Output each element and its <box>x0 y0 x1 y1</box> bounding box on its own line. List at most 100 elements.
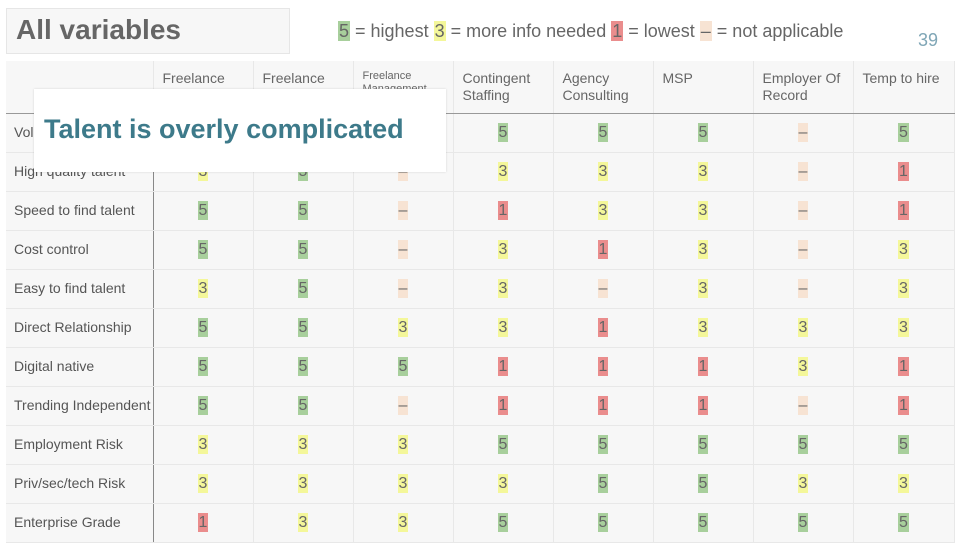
rating-cell: 3 <box>653 269 754 309</box>
rating-cell: 5 <box>253 347 354 387</box>
rating-chip: 3 <box>297 474 309 493</box>
table-row: Cost control 5 5 – 3 1 3 – 3 <box>6 230 955 270</box>
table-row: Easy to find talent 3 5 – 3 – 3 – 3 <box>6 269 955 309</box>
rating-cell: 3 <box>853 464 955 504</box>
table-row: Employment Risk 3 3 3 5 5 5 5 5 <box>6 425 955 465</box>
rating-cell: 5 <box>753 425 854 465</box>
rating-chip: 5 <box>797 513 809 532</box>
rating-cell: 3 <box>753 308 854 348</box>
column-header: Employer Of Record <box>753 61 854 114</box>
rating-cell: 3 <box>353 425 454 465</box>
rating-cell: 3 <box>353 308 454 348</box>
rating-chip: 1 <box>597 357 609 376</box>
rating-cell: 1 <box>853 347 955 387</box>
column-header: Agency Consulting <box>553 61 654 114</box>
table-row: Priv/sec/tech Risk 3 3 3 3 5 5 3 3 <box>6 464 955 504</box>
rating-cell: 1 <box>453 386 554 426</box>
rating-chip: 3 <box>597 201 609 220</box>
title-box <box>6 8 290 54</box>
rating-chip: 5 <box>597 513 609 532</box>
rating-cell: 3 <box>353 464 454 504</box>
rating-cell: 1 <box>853 191 955 231</box>
rating-chip: 5 <box>197 201 209 220</box>
row-label: Trending Independent <box>6 386 154 426</box>
rating-chip: 1 <box>597 318 609 337</box>
rating-cell: 1 <box>553 230 654 270</box>
rating-cell: 3 <box>253 425 354 465</box>
rating-chip: 5 <box>497 123 509 142</box>
rating-chip: – <box>597 279 609 298</box>
rating-chip: 1 <box>898 162 909 181</box>
table-row: Digital native 5 5 5 1 1 1 3 1 <box>6 347 955 387</box>
rating-chip: 1 <box>697 396 709 415</box>
rating-chip: 3 <box>898 240 909 259</box>
rating-chip: – <box>397 279 409 298</box>
rating-cell: 5 <box>153 191 254 231</box>
rating-cell: 1 <box>853 386 955 426</box>
rating-chip: 5 <box>297 357 309 376</box>
table-row: Enterprise Grade 1 3 3 5 5 5 5 5 <box>6 503 955 543</box>
rating-chip: 5 <box>197 396 209 415</box>
legend-swatch: 3 <box>433 21 446 41</box>
rating-cell: – <box>753 230 854 270</box>
column-header: Temp to hire <box>853 61 955 114</box>
rating-cell: 3 <box>153 425 254 465</box>
rating-chip: 5 <box>898 513 909 532</box>
rating-chip: – <box>797 396 809 415</box>
rating-chip: 5 <box>697 474 709 493</box>
rating-cell: 3 <box>753 464 854 504</box>
rating-chip: 5 <box>297 279 309 298</box>
rating-cell: 3 <box>553 152 654 192</box>
rating-chip: 3 <box>497 162 509 181</box>
rating-chip: – <box>797 162 809 181</box>
rating-chip: 1 <box>898 201 909 220</box>
rating-chip: 1 <box>597 396 609 415</box>
rating-cell: 5 <box>153 386 254 426</box>
rating-cell: – <box>353 230 454 270</box>
rating-cell: 1 <box>653 347 754 387</box>
legend-swatch: 1 <box>611 21 624 41</box>
rating-chip: 5 <box>497 435 509 454</box>
row-label: Enterprise Grade <box>6 503 154 543</box>
rating-cell: 1 <box>453 191 554 231</box>
legend-label: = highest <box>350 21 434 41</box>
rating-cell: 5 <box>653 503 754 543</box>
rating-cell: 5 <box>853 503 955 543</box>
rating-chip: 3 <box>297 513 309 532</box>
rating-chip: 3 <box>898 474 909 493</box>
table-row: Speed to find talent 5 5 – 1 3 3 – 1 <box>6 191 955 231</box>
rating-chip: – <box>797 240 809 259</box>
rating-cell: – <box>753 269 854 309</box>
rating-cell: 3 <box>453 464 554 504</box>
rating-cell: 5 <box>553 113 654 153</box>
rating-cell: 3 <box>153 464 254 504</box>
rating-chip: – <box>797 201 809 220</box>
rating-chip: 3 <box>397 318 409 337</box>
rating-chip: 3 <box>297 435 309 454</box>
rating-cell: 3 <box>653 152 754 192</box>
rating-cell: – <box>353 269 454 309</box>
page-number: 39 <box>918 30 939 50</box>
rating-cell: – <box>753 152 854 192</box>
rating-cell: 5 <box>153 230 254 270</box>
rating-chip: – <box>397 201 409 220</box>
rating-cell: 3 <box>753 347 854 387</box>
rating-cell: 1 <box>553 386 654 426</box>
rating-chip: 1 <box>898 396 909 415</box>
rating-chip: 5 <box>898 435 909 454</box>
rating-cell: 5 <box>153 347 254 387</box>
rating-cell: 5 <box>853 113 955 153</box>
rating-cell: – <box>753 386 854 426</box>
rating-chip: – <box>397 396 409 415</box>
rating-chip: 3 <box>697 201 709 220</box>
rating-chip: 5 <box>297 318 309 337</box>
row-label: Speed to find talent <box>6 191 154 231</box>
row-label: Easy to find talent <box>6 269 154 309</box>
rating-cell: 5 <box>453 425 554 465</box>
rating-chip: 1 <box>197 513 209 532</box>
legend-label: = not applicable <box>711 21 844 41</box>
rating-chip: 3 <box>497 240 509 259</box>
rating-chip: 1 <box>497 357 509 376</box>
rating-cell: 3 <box>353 503 454 543</box>
rating-chip: 1 <box>898 357 909 376</box>
